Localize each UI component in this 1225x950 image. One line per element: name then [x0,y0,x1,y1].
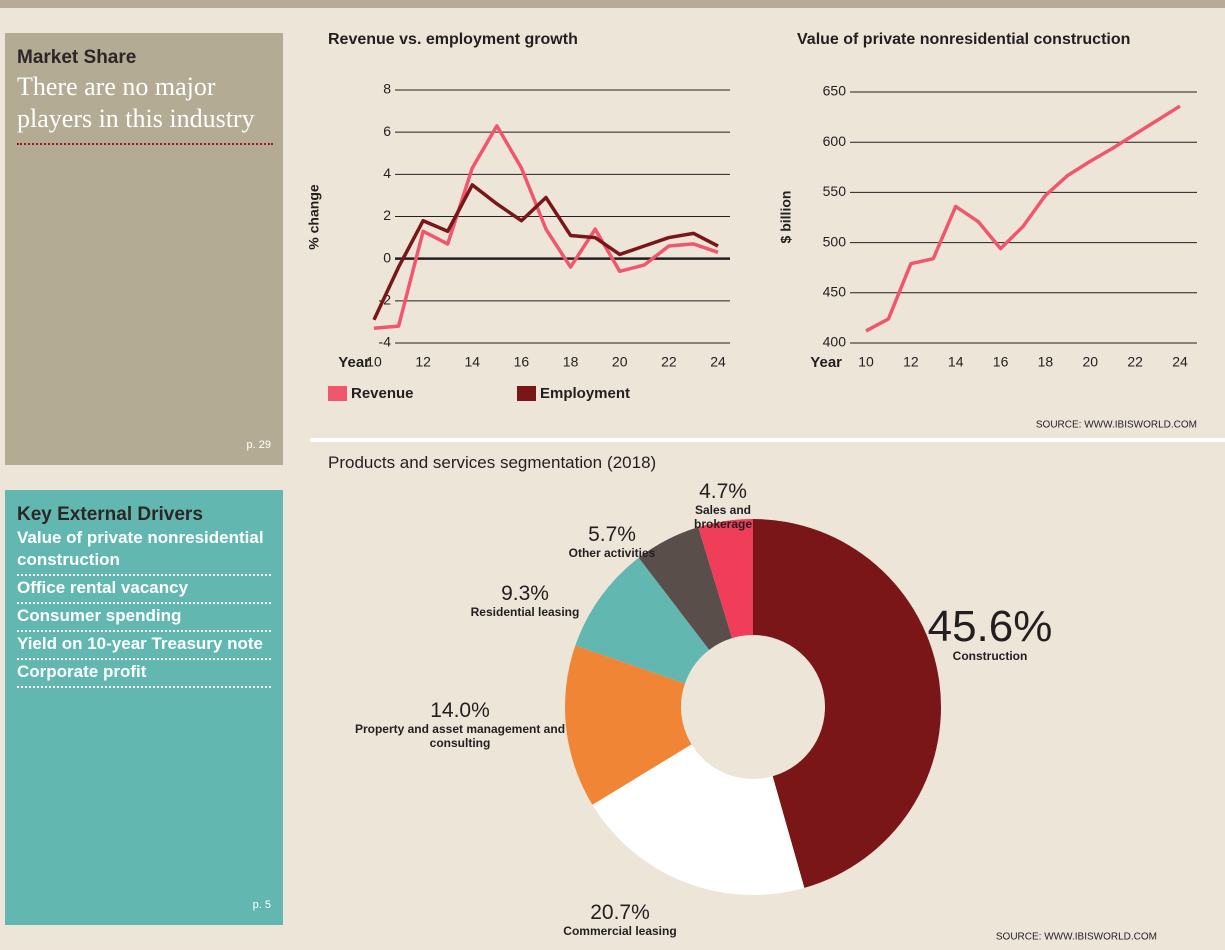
y-tick-label: -4 [379,334,392,350]
x-tick-label: 24 [1172,354,1188,370]
x-tick-label: 16 [514,354,530,370]
chart-title: Products and services segmentation (2018) [328,453,656,472]
y-tick-label: 6 [383,123,391,139]
market-share-panel: Market Share There are no major players … [5,33,283,465]
driver-item: Yield on 10-year Treasury note [17,632,271,660]
slice-label: 14.0% Property and asset management and c… [345,699,575,751]
y-tick-label: 400 [823,334,847,350]
donut-slice [592,744,805,895]
legend-swatch [328,386,347,401]
donut-slice [753,519,941,888]
slice-name: Construction [952,649,1028,663]
chart-title: Revenue vs. employment growth [328,31,578,48]
x-tick-label: 16 [993,354,1009,370]
y-axis-label: $ billion [778,191,794,244]
driver-item: Corporate profit [17,660,271,688]
donut-slice [575,557,710,684]
source: SOURCE: WWW.IBISWORLD.COM [1036,420,1197,431]
legend-label: Revenue [351,385,414,402]
x-tick-label: 12 [903,354,919,370]
panel-title: Market Share [17,47,137,68]
y-tick-label: 500 [823,233,847,249]
driver-list: Value of private nonresidential construc… [17,526,271,688]
slice-value: 14.0% [430,699,490,722]
slice-value: 5.7% [588,523,636,546]
donut-slice [698,519,753,639]
data-line [372,183,719,321]
x-tick-label: 10 [366,354,382,370]
slice-name: Residential leasing [470,605,580,619]
slice-label: 45.6% Construction [905,602,1075,664]
driver-item: Office rental vacancy [17,576,271,604]
y-tick-label: 4 [383,165,391,181]
slice-value: 20.7% [590,901,650,924]
slice-name: Sales and brokerage [693,503,753,531]
x-tick-label: 20 [1082,354,1098,370]
chart-title: Value of private nonresidential construc… [797,31,1130,48]
slice-value: 45.6% [927,602,1053,651]
panel-title: Key External Drivers [17,504,203,525]
driver-item: Consumer spending [17,604,271,632]
legend-swatch [517,386,536,401]
y-tick-label: 550 [823,183,847,199]
slice-label: 4.7% Sales and brokerage [678,480,768,532]
slice-value: 4.7% [699,480,747,503]
data-line [373,124,719,330]
x-tick-label: 20 [612,354,628,370]
panel-text: There are no major players in this indus… [17,71,273,145]
y-tick-label: 450 [823,284,847,300]
slice-name: Property and asset management and consul… [354,722,566,750]
x-axis-label: Year [810,354,842,371]
x-tick-label: 24 [710,354,726,370]
slice-label: 9.3% Residential leasing [445,582,605,620]
driver-item: Value of private nonresidential construc… [17,526,271,576]
donut-slice [565,645,692,805]
page-ref: p. 29 [246,439,271,451]
source: SOURCE: WWW.IBISWORLD.COM [996,932,1157,943]
y-tick-label: 650 [823,83,847,99]
x-tick-label: 18 [1038,354,1054,370]
x-tick-label: 22 [661,354,677,370]
data-line [865,104,1181,333]
x-tick-label: 10 [858,354,874,370]
legend-label: Employment [540,385,630,402]
y-tick-label: 2 [383,207,391,223]
slice-name: Commercial leasing [563,924,677,938]
y-tick-label: 600 [823,133,847,149]
donut-slice [638,527,733,650]
y-axis-label: % change [306,184,322,250]
slice-label: 5.7% Other activities [532,523,692,561]
subtitle: (2018) [607,453,656,472]
slice-name: Other activities [568,546,656,560]
x-tick-label: 18 [563,354,579,370]
drivers-panel: Key External Drivers Value of private no… [5,490,283,925]
x-tick-label: 14 [948,354,964,370]
x-tick-label: 14 [464,354,480,370]
x-tick-label: 22 [1127,354,1143,370]
x-axis-label: Year [338,354,370,371]
x-tick-label: 12 [415,354,431,370]
page-ref: p. 5 [252,899,271,911]
y-tick-label: 8 [383,81,391,97]
y-tick-label: 0 [383,249,391,265]
slice-label: 20.7% Commercial leasing [520,901,720,939]
slice-value: 9.3% [501,582,549,605]
title: Products and services segmentation [328,453,602,472]
top-strip [0,0,1225,8]
